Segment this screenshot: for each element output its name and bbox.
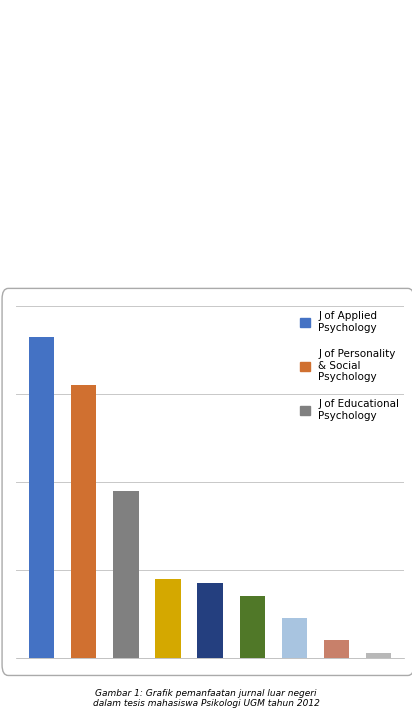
Bar [113,491,138,658]
Bar [71,385,96,658]
Bar [366,654,391,658]
Text: Gambar 1: Grafik pemanfaatan jurnal luar negeri
dalam tesis mahasiswa Psikologi : Gambar 1: Grafik pemanfaatan jurnal luar… [93,689,319,708]
Legend: J of Applied
Psychology, J of Personality
& Social
Psychology, J of Educational
: J of Applied Psychology, J of Personalit… [296,308,403,424]
Bar [240,596,265,658]
Bar [324,640,349,658]
Bar [155,579,180,658]
Bar [197,583,223,658]
Bar [282,618,307,658]
Bar [29,337,54,658]
